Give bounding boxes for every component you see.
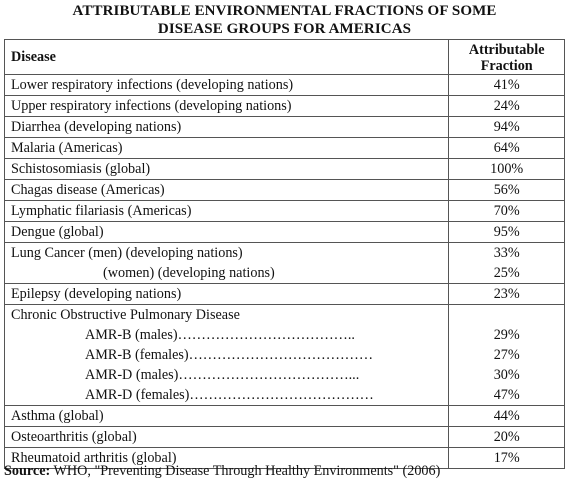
fraction-cell: 29% 27% 30% 47% [448, 304, 565, 406]
header-disease: Disease [3, 39, 450, 75]
table-header-row: Disease Attributable Fraction [3, 39, 565, 75]
fraction-value: 20% [493, 429, 520, 445]
table-row: Diarrhea (developing nations) 94% [3, 116, 565, 138]
fraction-value: 23% [493, 286, 520, 302]
fraction-cell: 44% [448, 405, 565, 427]
table-row-lung-cancer: Lung Cancer (men) (developing nations) (w… [3, 242, 565, 284]
disease-cell: Lymphatic filariasis (Americas) [3, 200, 450, 222]
disease-cell: Lung Cancer (men) (developing nations) (w… [3, 242, 450, 284]
source-note: Source: WHO, "Preventing Disease Through… [4, 463, 440, 480]
copd-subgroup: AMR-B (males)……………………………….. [85, 327, 355, 343]
disease-name: Lower respiratory infections (developing… [11, 77, 294, 93]
table-row: Epilepsy (developing nations) 23% [3, 283, 565, 305]
disease-name: Chagas disease (Americas) [11, 182, 165, 198]
disease-cell: Epilepsy (developing nations) [3, 283, 450, 305]
fraction-cell: 24% [448, 95, 565, 117]
fraction-value: 56% [493, 182, 520, 198]
disease-name: Osteoarthritis (global) [11, 429, 137, 445]
disease-cell: Lower respiratory infections (developing… [3, 74, 450, 96]
table-row: Schistosomiasis (global) 100% [3, 158, 565, 180]
lung-cancer-women: (women) (developing nations) [103, 265, 275, 281]
document-title: ATTRIBUTABLE ENVIRONMENTAL FRACTIONS OF … [0, 0, 569, 38]
fraction-value: 47% [493, 387, 520, 403]
disease-name: Rheumatoid arthritis (global) [11, 450, 177, 466]
fraction-cell: 23% [448, 283, 565, 305]
disease-name: Epilepsy (developing nations) [11, 286, 182, 302]
fraction-value: 25% [493, 265, 520, 281]
fraction-cell: 33% 25% [448, 242, 565, 284]
fraction-value: 64% [493, 140, 520, 156]
disease-cell: Chagas disease (Americas) [3, 179, 450, 201]
table-row-copd: Chronic Obstructive Pulmonary Disease AMR… [3, 304, 565, 406]
fraction-value: 41% [493, 77, 520, 93]
header-fraction-line-2: Fraction [480, 58, 533, 74]
disease-cell: Diarrhea (developing nations) [3, 116, 450, 138]
source-label: Source: [4, 463, 51, 479]
fraction-cell: 100% [448, 158, 565, 180]
fraction-value: 95% [493, 224, 520, 240]
disease-name: Dengue (global) [11, 224, 104, 240]
fraction-value: 27% [493, 347, 520, 363]
copd-subgroup: AMR-D (males)………………………………... [85, 367, 360, 383]
attributable-fraction-table: Disease Attributable Fraction Lower resp… [3, 39, 565, 469]
disease-cell: Schistosomiasis (global) [3, 158, 450, 180]
table-row: Rheumatoid arthritis (global) 17% [3, 447, 565, 469]
disease-cell: Osteoarthritis (global) [3, 426, 450, 448]
source-text: WHO, "Preventing Disease Through Healthy… [50, 463, 441, 479]
table-row: Lymphatic filariasis (Americas) 70% [3, 200, 565, 222]
disease-cell: Upper respiratory infections (developing… [3, 95, 450, 117]
disease-cell: Rheumatoid arthritis (global) [3, 447, 450, 469]
copd-subgroup: AMR-D (females)………………………………… [85, 387, 374, 403]
fraction-cell: 95% [448, 221, 565, 243]
table-row: Malaria (Americas) 64% [3, 137, 565, 159]
fraction-cell: 64% [448, 137, 565, 159]
disease-cell: Malaria (Americas) [3, 137, 450, 159]
disease-name: Asthma (global) [11, 408, 104, 424]
table-row: Chagas disease (Americas) 56% [3, 179, 565, 201]
header-fraction: Attributable Fraction [448, 39, 565, 75]
title-line-2: DISEASE GROUPS FOR AMERICAS [157, 21, 412, 37]
disease-cell: Asthma (global) [3, 405, 450, 427]
fraction-cell: 70% [448, 200, 565, 222]
blank-line [455, 305, 558, 325]
copd-subgroup: AMR-B (females)………………………………… [85, 347, 374, 363]
table-row: Upper respiratory infections (developing… [3, 95, 565, 117]
disease-name: Schistosomiasis (global) [11, 161, 151, 177]
fraction-value: 24% [493, 98, 520, 114]
fraction-value: 17% [493, 450, 520, 466]
copd-heading: Chronic Obstructive Pulmonary Disease [11, 307, 240, 323]
lung-cancer-men: Lung Cancer (men) (developing nations) [11, 245, 243, 261]
fraction-cell: 56% [448, 179, 565, 201]
table-row: Lower respiratory infections (developing… [3, 74, 565, 96]
header-fraction-line-1: Attributable [468, 42, 545, 58]
fraction-cell: 41% [448, 74, 565, 96]
fraction-cell: 20% [448, 426, 565, 448]
table-row: Asthma (global) 44% [3, 405, 565, 427]
fraction-cell: 17% [448, 447, 565, 469]
fraction-value: 29% [493, 327, 520, 343]
disease-cell: Dengue (global) [3, 221, 450, 243]
disease-name: Diarrhea (developing nations) [11, 119, 182, 135]
table-row: Osteoarthritis (global) 20% [3, 426, 565, 448]
disease-cell: Chronic Obstructive Pulmonary Disease AMR… [3, 304, 450, 406]
fraction-value: 44% [493, 408, 520, 424]
fraction-value: 70% [493, 203, 520, 219]
fraction-cell: 94% [448, 116, 565, 138]
disease-name: Lymphatic filariasis (Americas) [11, 203, 192, 219]
title-line-1: ATTRIBUTABLE ENVIRONMENTAL FRACTIONS OF … [72, 3, 497, 19]
fraction-value: 94% [493, 119, 520, 135]
disease-name: Upper respiratory infections (developing… [11, 98, 292, 114]
table-row: Dengue (global) 95% [3, 221, 565, 243]
fraction-value: 33% [493, 245, 520, 261]
disease-name: Malaria (Americas) [11, 140, 123, 156]
fraction-value: 100% [490, 161, 524, 177]
fraction-value: 30% [493, 367, 520, 383]
